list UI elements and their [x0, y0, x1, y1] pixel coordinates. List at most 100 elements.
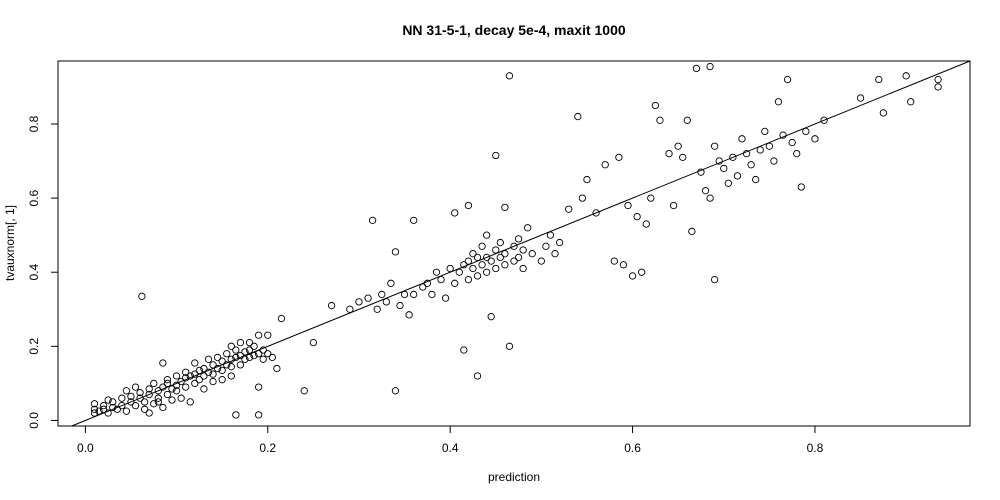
- data-point: [177, 394, 185, 402]
- data-point: [788, 138, 796, 147]
- data-point: [651, 101, 660, 110]
- data-point: [738, 135, 746, 143]
- data-point: [355, 298, 363, 306]
- data-point: [195, 366, 204, 375]
- data-point: [501, 261, 509, 269]
- data-point: [820, 116, 828, 124]
- data-point: [811, 135, 819, 143]
- data-point: [528, 250, 536, 258]
- data-point: [177, 377, 185, 386]
- data-point: [213, 353, 222, 362]
- data-point: [460, 346, 468, 354]
- data-point: [182, 383, 190, 391]
- data-point: [163, 390, 172, 399]
- data-point: [200, 364, 208, 373]
- data-point: [264, 331, 272, 339]
- data-point: [428, 290, 436, 299]
- data-point: [473, 272, 482, 280]
- data-point: [464, 275, 473, 284]
- data-point: [186, 398, 194, 406]
- data-point: [647, 194, 655, 202]
- x-axis-label: prediction: [488, 470, 540, 484]
- data-point: [469, 250, 477, 258]
- data-point: [492, 151, 500, 160]
- data-point: [104, 396, 112, 404]
- data-point: [140, 398, 149, 406]
- data-point: [665, 149, 673, 158]
- data-point: [669, 201, 678, 210]
- data-point: [752, 175, 760, 184]
- data-point: [227, 342, 235, 350]
- data-point: [200, 385, 208, 393]
- data-point: [250, 351, 258, 360]
- data-point: [793, 149, 801, 158]
- data-point: [364, 294, 372, 302]
- data-point: [437, 275, 445, 284]
- data-point: [109, 398, 117, 406]
- data-point: [400, 290, 409, 299]
- data-point: [856, 94, 865, 102]
- data-point: [451, 279, 459, 287]
- x-axis: 0.0 0.2 0.4 0.6 0.8: [77, 425, 824, 455]
- data-point: [172, 372, 181, 380]
- data-point: [127, 392, 135, 401]
- data-point: [145, 390, 153, 399]
- data-point: [264, 350, 272, 358]
- data-point: [113, 405, 121, 413]
- data-point: [154, 394, 162, 402]
- data-point: [309, 338, 318, 347]
- data-point: [186, 372, 194, 380]
- data-point: [236, 351, 245, 360]
- data-point: [578, 194, 587, 202]
- data-point: [487, 257, 495, 265]
- data-point: [300, 387, 308, 395]
- data-point: [720, 164, 728, 173]
- data-point: [441, 294, 450, 302]
- data-point: [729, 153, 737, 161]
- data-point: [701, 187, 710, 195]
- data-point: [218, 366, 226, 375]
- x-tick-label: 0.8: [807, 441, 824, 455]
- data-point: [159, 383, 167, 391]
- data-point: [378, 290, 386, 299]
- data-point: [733, 172, 742, 180]
- data-point: [770, 157, 778, 165]
- x-tick-label: 0.6: [624, 441, 641, 455]
- data-point: [405, 311, 413, 319]
- data-point: [423, 279, 432, 287]
- data-point: [505, 72, 514, 80]
- data-point: [245, 353, 254, 362]
- y-axis: 0.0 0.2 0.4 0.6 0.8: [27, 115, 59, 429]
- data-point: [473, 372, 482, 380]
- data-point: [168, 385, 176, 393]
- data-point: [583, 175, 591, 184]
- data-point: [140, 405, 149, 413]
- data-point: [619, 261, 628, 269]
- data-point: [191, 359, 199, 367]
- data-point: [90, 405, 99, 413]
- data-point: [191, 370, 199, 378]
- data-point: [546, 231, 555, 239]
- data-point: [145, 385, 153, 393]
- data-point: [254, 350, 263, 358]
- data-point: [232, 353, 240, 362]
- data-point: [469, 264, 477, 273]
- data-point: [368, 216, 377, 224]
- data-point: [159, 403, 167, 412]
- data-point: [95, 407, 103, 415]
- data-point: [236, 338, 245, 347]
- data-point: [241, 348, 249, 356]
- data-point: [104, 409, 112, 417]
- data-point: [254, 411, 263, 419]
- data-point: [163, 376, 172, 384]
- data-point: [254, 383, 263, 391]
- data-point: [223, 350, 231, 358]
- data-point: [537, 257, 546, 265]
- data-point: [191, 379, 199, 388]
- data-point: [346, 305, 354, 313]
- y-tick-label: 0.8: [27, 115, 41, 132]
- data-point: [756, 146, 764, 154]
- data-point: [391, 387, 400, 395]
- data-point: [688, 227, 696, 236]
- data-point: [697, 168, 705, 176]
